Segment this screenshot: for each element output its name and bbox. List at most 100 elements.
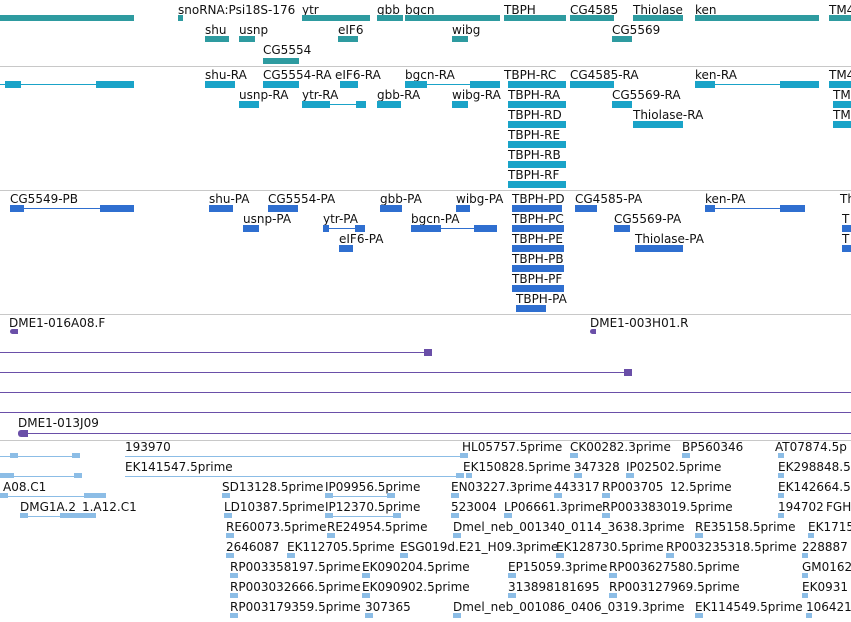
est-label[interactable]: RP003358197.5prime (230, 560, 361, 574)
gene-feature[interactable] (570, 15, 614, 21)
est-label[interactable]: EK0931 (802, 580, 848, 594)
protein-feature[interactable] (512, 265, 564, 272)
protein-label[interactable]: Thiolase-PA (635, 232, 704, 246)
est-feature[interactable] (362, 593, 370, 598)
transcript-label[interactable]: usnp-RA (239, 88, 289, 102)
est-feature[interactable] (20, 513, 28, 518)
gene-label[interactable]: TM4 (829, 3, 851, 17)
protein-label[interactable]: wibg-PA (456, 192, 504, 206)
transcript-label[interactable]: ken-RA (695, 68, 737, 82)
gene-label[interactable]: eIF6 (338, 23, 364, 37)
protein-label[interactable]: CG5554-PA (268, 192, 336, 206)
protein-label[interactable]: CG4585-PA (575, 192, 643, 206)
est-feature[interactable] (226, 533, 234, 538)
gene-label[interactable]: gbb (377, 3, 400, 17)
est-feature[interactable] (230, 613, 238, 618)
protein-label[interactable]: bgcn-PA (411, 212, 460, 226)
transcript-feature[interactable] (205, 81, 235, 88)
est-feature[interactable] (456, 473, 464, 478)
transcript-label[interactable]: CG5569-RA (612, 88, 681, 102)
protein-feature[interactable] (575, 205, 597, 212)
est-label[interactable]: DMG1A.2_1.A12.C1 (20, 500, 137, 514)
clone-line[interactable] (0, 412, 851, 413)
est-feature[interactable] (666, 553, 674, 558)
est-label[interactable]: RP003179359.5prime (230, 600, 361, 614)
transcript-feature[interactable] (96, 81, 134, 88)
protein-feature[interactable] (705, 205, 715, 212)
transcript-label[interactable]: TM (833, 88, 851, 102)
est-label[interactable]: Dmel_neb_001340_0114_3638.3prime (453, 520, 685, 534)
clone-label[interactable]: DME1-013J09 (18, 416, 99, 430)
est-feature[interactable] (393, 513, 401, 518)
gene-feature[interactable] (829, 15, 851, 21)
est-feature[interactable] (574, 473, 582, 478)
transcript-feature[interactable] (452, 101, 468, 108)
protein-label[interactable]: gbb-PA (380, 192, 422, 206)
gene-feature[interactable] (377, 15, 403, 21)
est-label[interactable]: 228887 (802, 540, 848, 554)
est-feature[interactable] (808, 533, 814, 538)
protein-label[interactable]: TBPH-PE (512, 232, 563, 246)
est-feature[interactable] (60, 513, 96, 518)
est-label[interactable]: EK298848.5 (778, 460, 851, 474)
est-label[interactable]: RE24954.5prime (327, 520, 428, 534)
est-feature[interactable] (230, 573, 238, 578)
protein-feature[interactable] (512, 225, 564, 232)
clone-line[interactable] (0, 372, 625, 373)
est-label[interactable]: AT07874.5p (775, 440, 847, 454)
protein-feature[interactable] (780, 205, 805, 212)
transcript-label[interactable]: CG5554-RA (263, 68, 332, 82)
gene-feature[interactable] (178, 15, 183, 21)
est-feature[interactable] (570, 453, 578, 458)
est-feature[interactable] (74, 473, 82, 478)
est-label[interactable]: EK128730.5prime (556, 540, 664, 554)
transcript-label[interactable]: Thiolase-RA (633, 108, 704, 122)
est-feature[interactable] (327, 533, 335, 538)
transcript-feature[interactable] (5, 81, 21, 88)
est-feature[interactable] (695, 613, 703, 618)
gene-feature[interactable] (504, 15, 566, 21)
protein-feature[interactable] (339, 245, 353, 252)
gene-label[interactable]: CG5554 (263, 43, 312, 57)
transcript-feature[interactable] (612, 101, 632, 108)
est-label[interactable]: EK112705.5prime (287, 540, 395, 554)
est-label[interactable]: Dmel_neb_001086_0406_0319.3prime (453, 600, 685, 614)
transcript-label[interactable]: ytr-RA (302, 88, 339, 102)
transcript-feature[interactable] (633, 121, 683, 128)
transcript-feature[interactable] (302, 101, 330, 108)
transcript-feature[interactable] (508, 101, 566, 108)
est-label[interactable]: HL05757.5prime (462, 440, 563, 454)
gene-feature[interactable] (239, 36, 255, 42)
est-label[interactable]: LP06661.3prime (504, 500, 603, 514)
est-feature[interactable] (226, 553, 234, 558)
est-feature[interactable] (508, 573, 516, 578)
transcript-label[interactable]: TBPH-RC (504, 68, 557, 82)
protein-label[interactable]: CG5549-PB (10, 192, 79, 206)
protein-feature[interactable] (100, 205, 134, 212)
est-label[interactable]: ESG019d.E21_H09.3prime (400, 540, 559, 554)
transcript-label[interactable]: wibg-RA (452, 88, 501, 102)
transcript-feature[interactable] (695, 81, 715, 88)
protein-label[interactable]: TBPH-PD (512, 192, 565, 206)
protein-label[interactable]: TBPH-PA (516, 292, 567, 306)
gene-label[interactable]: wibg (452, 23, 481, 37)
protein-label[interactable]: ytr-PA (323, 212, 358, 226)
clone-line[interactable] (0, 392, 851, 393)
est-feature[interactable] (224, 513, 232, 518)
transcript-feature[interactable] (508, 161, 566, 168)
protein-feature[interactable] (842, 245, 851, 252)
transcript-label[interactable]: TBPH-RF (508, 168, 560, 182)
est-label[interactable]: 523004 (451, 500, 497, 514)
est-feature[interactable] (0, 493, 8, 498)
est-label[interactable]: EK090204.5prime (362, 560, 470, 574)
protein-feature[interactable] (614, 225, 630, 232)
transcript-label[interactable]: eIF6-RA (335, 68, 381, 82)
est-feature[interactable] (230, 593, 238, 598)
gene-label[interactable]: Thiolase (633, 3, 683, 17)
protein-feature[interactable] (268, 205, 298, 212)
transcript-label[interactable]: gbb-RA (377, 88, 421, 102)
clone-label[interactable]: DME1-016A08.F (9, 316, 106, 330)
est-feature[interactable] (609, 573, 617, 578)
est-feature[interactable] (508, 593, 516, 598)
gene-feature[interactable] (263, 58, 299, 64)
